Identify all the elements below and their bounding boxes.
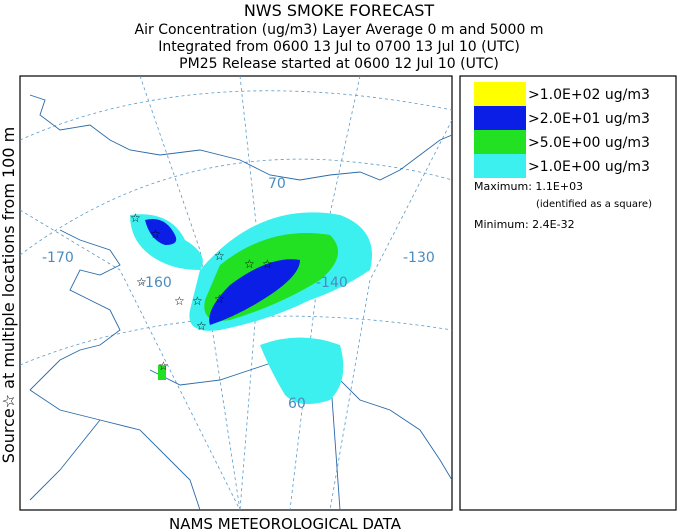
side-label: Source☆ at multiple locations from 100 m [0,127,18,463]
plume [260,337,344,404]
plume [209,259,300,325]
map-label: -170 [42,250,74,266]
svg-text:☆: ☆ [136,275,147,289]
legend-swatch [474,82,526,106]
legend-swatch [474,106,526,130]
svg-text:☆: ☆ [158,359,169,373]
title: NWS SMOKE FORECAST [244,1,435,20]
maximum: Maximum: 1.1E+03 [474,180,583,193]
footer: NAMS METEOROLOGICAL DATA [169,515,402,532]
map-label: -160 [140,275,172,291]
map-label: 70 [268,176,286,192]
subtitle: Integrated from 0600 13 Jul to 0700 13 J… [158,39,520,55]
minimum: Minimum: 2.4E-32 [474,218,575,231]
legend-label: >2.0E+01 ug/m3 [528,111,650,127]
svg-text:☆: ☆ [192,294,203,308]
legend-swatch [474,130,526,154]
legend-label: >1.0E+02 ug/m3 [528,87,650,103]
legend: >1.0E+02 ug/m3 >2.0E+01 ug/m3 >5.0E+00 ug/… [474,82,650,178]
map-label: -140 [316,275,348,291]
plume [158,365,166,380]
smoke-plumes [130,212,372,404]
subtitle: PM25 Release started at 0600 12 Jul 10 (… [179,56,499,72]
subtitle: Air Concentration (ug/m3) Layer Average … [135,22,544,38]
svg-text:☆: ☆ [244,257,255,271]
map-label: 60 [288,396,306,412]
header: NWS SMOKE FORECAST Air Concentration (ug… [135,1,544,72]
svg-text:☆: ☆ [214,249,225,263]
legend-label: >1.0E+00 ug/m3 [528,159,650,175]
plume [145,219,177,245]
map: ☆ ☆ ☆ ☆ ☆ ☆ ☆ ☆ ☆ ☆ ☆ -170 -160 -140 -130 70 60 [20,76,452,510]
map-label: -130 [403,250,435,266]
svg-text:☆: ☆ [130,211,141,225]
svg-text:☆: ☆ [174,294,185,308]
legend-label: >5.0E+00 ug/m3 [528,135,650,151]
svg-text:☆: ☆ [262,257,273,271]
maximum-note: (identified as a square) [536,199,652,210]
svg-text:☆: ☆ [150,227,161,241]
svg-text:☆: ☆ [214,292,225,306]
legend-swatch [474,154,526,178]
source-markers: ☆ ☆ ☆ ☆ ☆ ☆ ☆ ☆ ☆ ☆ ☆ [130,211,273,373]
svg-text:☆: ☆ [196,319,207,333]
